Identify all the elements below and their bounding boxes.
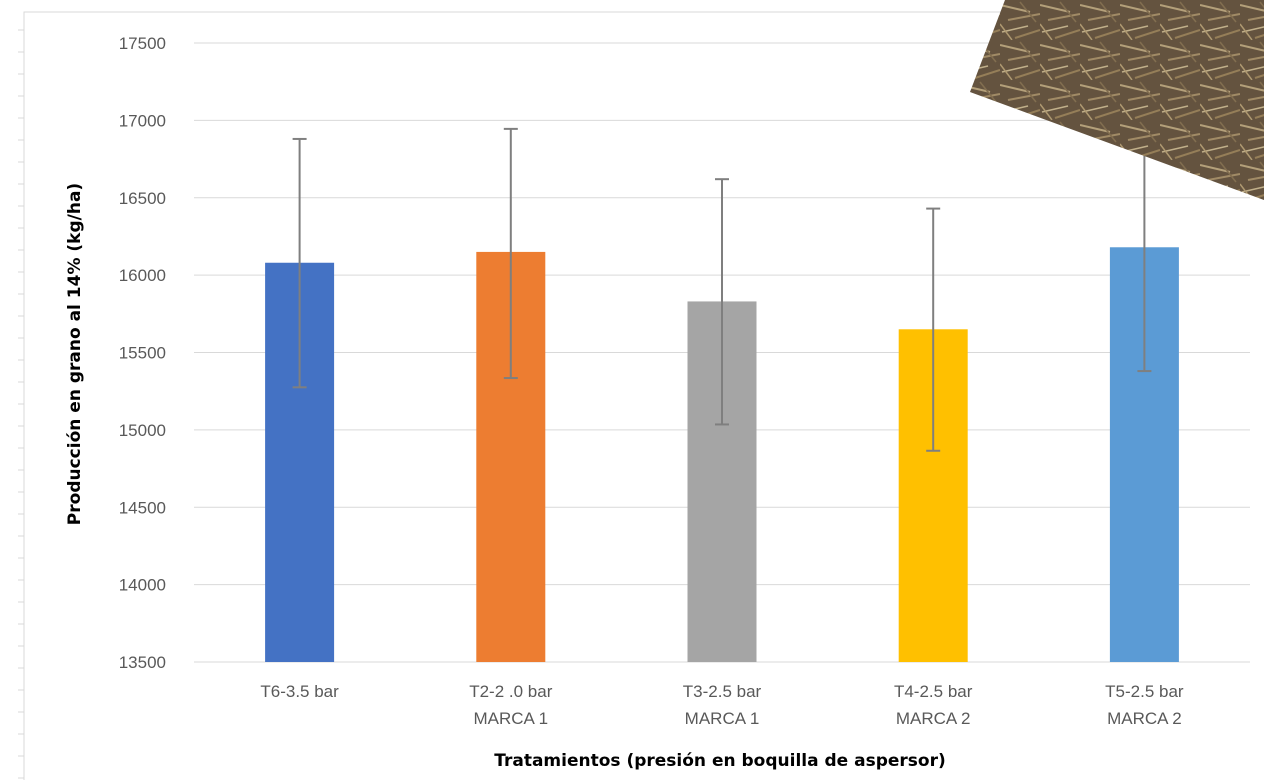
y-tick-label: 14500 xyxy=(119,498,166,517)
y-tick-label: 15000 xyxy=(119,421,166,440)
y-tick-label: 16500 xyxy=(119,189,166,208)
x-tick-label: MARCA 2 xyxy=(896,709,971,728)
frame-tick-marks xyxy=(18,29,24,779)
x-tick-label: T3-2.5 bar xyxy=(683,682,762,701)
y-tick-label: 17500 xyxy=(119,34,166,53)
straw-mulch-photo xyxy=(970,0,1264,200)
y-tick-label: 16000 xyxy=(119,266,166,285)
x-tick-label: MARCA 1 xyxy=(473,709,548,728)
x-tick-label: MARCA 2 xyxy=(1107,709,1182,728)
chart-frame xyxy=(23,11,1264,780)
x-tick-label: MARCA 1 xyxy=(685,709,760,728)
y-tick-label: 14000 xyxy=(119,576,166,595)
y-tick-labels: 13500 14000 14500 15000 15500 16000 16500 17000… xyxy=(119,34,166,672)
x-tick-label: T6-3.5 bar xyxy=(260,682,339,701)
x-tick-labels: T6-3.5 bar T2-2 .0 bar MARCA 1 T3-2.5 bar MA… xyxy=(260,682,1184,728)
x-tick-label: T5-2.5 bar xyxy=(1105,682,1184,701)
y-tick-label: 13500 xyxy=(119,653,166,672)
x-axis-title: Tratamientos (presión en boquilla de asp… xyxy=(494,751,945,771)
y-tick-label: 15500 xyxy=(119,344,166,363)
x-tick-label: T2-2 .0 bar xyxy=(469,682,552,701)
error-bars xyxy=(292,120,1152,452)
x-tick-label: T4-2.5 bar xyxy=(894,682,973,701)
y-tick-label: 17000 xyxy=(119,111,166,130)
y-axis-title: Producción en grano al 14% (kg/ha) xyxy=(65,183,85,525)
